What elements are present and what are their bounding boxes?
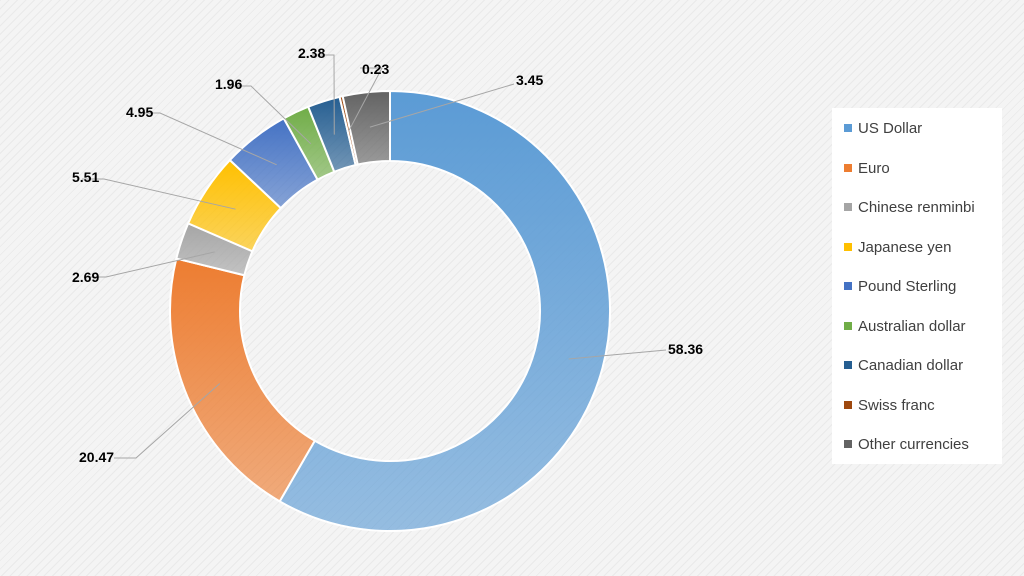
legend-item: Swiss franc: [844, 395, 935, 415]
legend-swatch: [844, 203, 852, 211]
data-label: 3.45: [516, 72, 543, 88]
legend-label: Japanese yen: [858, 238, 952, 256]
legend-item: Other currencies: [844, 434, 969, 454]
leader-line: [229, 85, 312, 145]
legend-label: Euro: [858, 159, 890, 177]
legend-swatch: [844, 164, 852, 172]
chart-legend: US Dollar Euro Chinese renminbi Japanese…: [832, 108, 1002, 464]
legend-swatch: [844, 401, 852, 409]
data-label: 58.36: [668, 341, 703, 357]
legend-label: Other currencies: [858, 435, 969, 453]
legend-label: Australian dollar: [858, 317, 966, 335]
data-label: 2.69: [72, 269, 99, 285]
legend-label: Pound Sterling: [858, 277, 957, 295]
leader-line: [82, 178, 236, 210]
data-label: 4.95: [126, 104, 153, 120]
leader-line: [138, 112, 277, 166]
donut-slice-other-currencies: [341, 89, 391, 166]
legend-label: Chinese renminbi: [858, 198, 975, 216]
legend-swatch: [844, 124, 852, 132]
legend-item: US Dollar: [844, 118, 922, 138]
legend-item: Canadian dollar: [844, 355, 963, 375]
legend-label: Swiss franc: [858, 396, 935, 414]
data-label: 20.47: [79, 449, 114, 465]
donut-slice-us-dollar: [278, 89, 611, 532]
leader-line: [84, 251, 215, 278]
leader-line: [568, 349, 667, 360]
data-label: 2.38: [298, 45, 325, 61]
legend-label: Canadian dollar: [858, 356, 964, 374]
data-label: 5.51: [72, 169, 99, 185]
legend-swatch: [844, 282, 852, 290]
legend-item: Japanese yen: [844, 237, 951, 257]
legend-swatch: [844, 440, 852, 448]
legend-swatch: [844, 243, 852, 251]
data-label: 1.96: [215, 76, 242, 92]
legend-item: Australian dollar: [844, 316, 966, 336]
legend-item: Chinese renminbi: [844, 197, 975, 217]
data-label: 0.23: [362, 61, 389, 77]
legend-item: Pound Sterling: [844, 276, 956, 296]
legend-swatch: [844, 322, 852, 330]
legend-label: US Dollar: [858, 119, 923, 137]
legend-swatch: [844, 361, 852, 369]
leader-line: [348, 67, 383, 131]
legend-item: Euro: [844, 158, 890, 178]
donut-slice-euro: [169, 257, 317, 503]
leader-line: [114, 383, 221, 459]
leader-line: [369, 83, 515, 128]
leader-line: [312, 54, 335, 135]
